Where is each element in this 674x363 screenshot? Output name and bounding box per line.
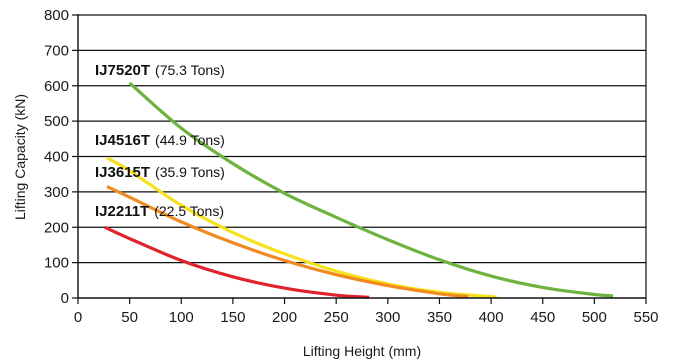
series-capacity: (22.5 Tons) (154, 203, 224, 219)
series-lines (104, 81, 614, 299)
y-tick-label-100: 100 (44, 255, 69, 272)
series-line-ij7520t (128, 81, 614, 298)
x-tick-label-250: 250 (324, 309, 349, 326)
axes (72, 14, 647, 304)
series-label-ij7520t: IJ7520T (75.3 Tons) (95, 62, 225, 79)
y-tick-label-700: 700 (44, 42, 69, 59)
series-name: IJ7520T (95, 62, 150, 79)
y-tick-label-0: 0 (61, 290, 69, 307)
y-tick-label-300: 300 (44, 184, 69, 201)
x-tick-label-300: 300 (375, 309, 400, 326)
x-axis-title: Lifting Height (mm) (303, 343, 421, 359)
series-line-ij3615t (106, 185, 469, 299)
x-tick-label-550: 550 (633, 309, 658, 326)
x-tick-label-100: 100 (169, 309, 194, 326)
y-tick-labels: 0 100 200 300 400 500 600 700 800 (44, 7, 69, 307)
x-tick-label-350: 350 (427, 309, 452, 326)
series-name: IJ2211T (95, 203, 149, 220)
series-capacity: (44.9 Tons) (155, 132, 225, 148)
y-tick-label-500: 500 (44, 113, 69, 130)
x-tick-label-450: 450 (530, 309, 555, 326)
y-tick-label-200: 200 (44, 219, 69, 236)
x-tick-label-400: 400 (479, 309, 504, 326)
y-tick-label-800: 800 (44, 7, 69, 24)
x-tick-label-150: 150 (220, 309, 245, 326)
y-axis-title: Lifting Capacity (kN) (12, 94, 28, 220)
x-tick-label-200: 200 (272, 309, 297, 326)
series-name: IJ3615T (95, 164, 150, 181)
series-label-ij2211t: IJ2211T (22.5 Tons) (95, 203, 224, 220)
series-line-ij2211t (104, 225, 370, 299)
series-labels: IJ7520T (75.3 Tons) IJ4516T (44.9 Tons) IJ36… (95, 62, 225, 220)
series-label-ij4516t: IJ4516T (44.9 Tons) (95, 132, 225, 149)
y-tick-label-400: 400 (44, 149, 69, 166)
series-label-ij3615t: IJ3615T (35.9 Tons) (95, 164, 225, 181)
x-tick-label-0: 0 (74, 309, 82, 326)
series-capacity: (35.9 Tons) (155, 164, 225, 180)
y-tick-label-600: 600 (44, 78, 69, 95)
x-tick-label-500: 500 (582, 309, 607, 326)
x-tick-labels: 0 50 100 150 200 250 300 350 400 450 500 550 (74, 309, 659, 326)
x-tick-label-50: 50 (121, 309, 138, 326)
series-capacity: (75.3 Tons) (155, 62, 225, 78)
series-name: IJ4516T (95, 132, 150, 149)
